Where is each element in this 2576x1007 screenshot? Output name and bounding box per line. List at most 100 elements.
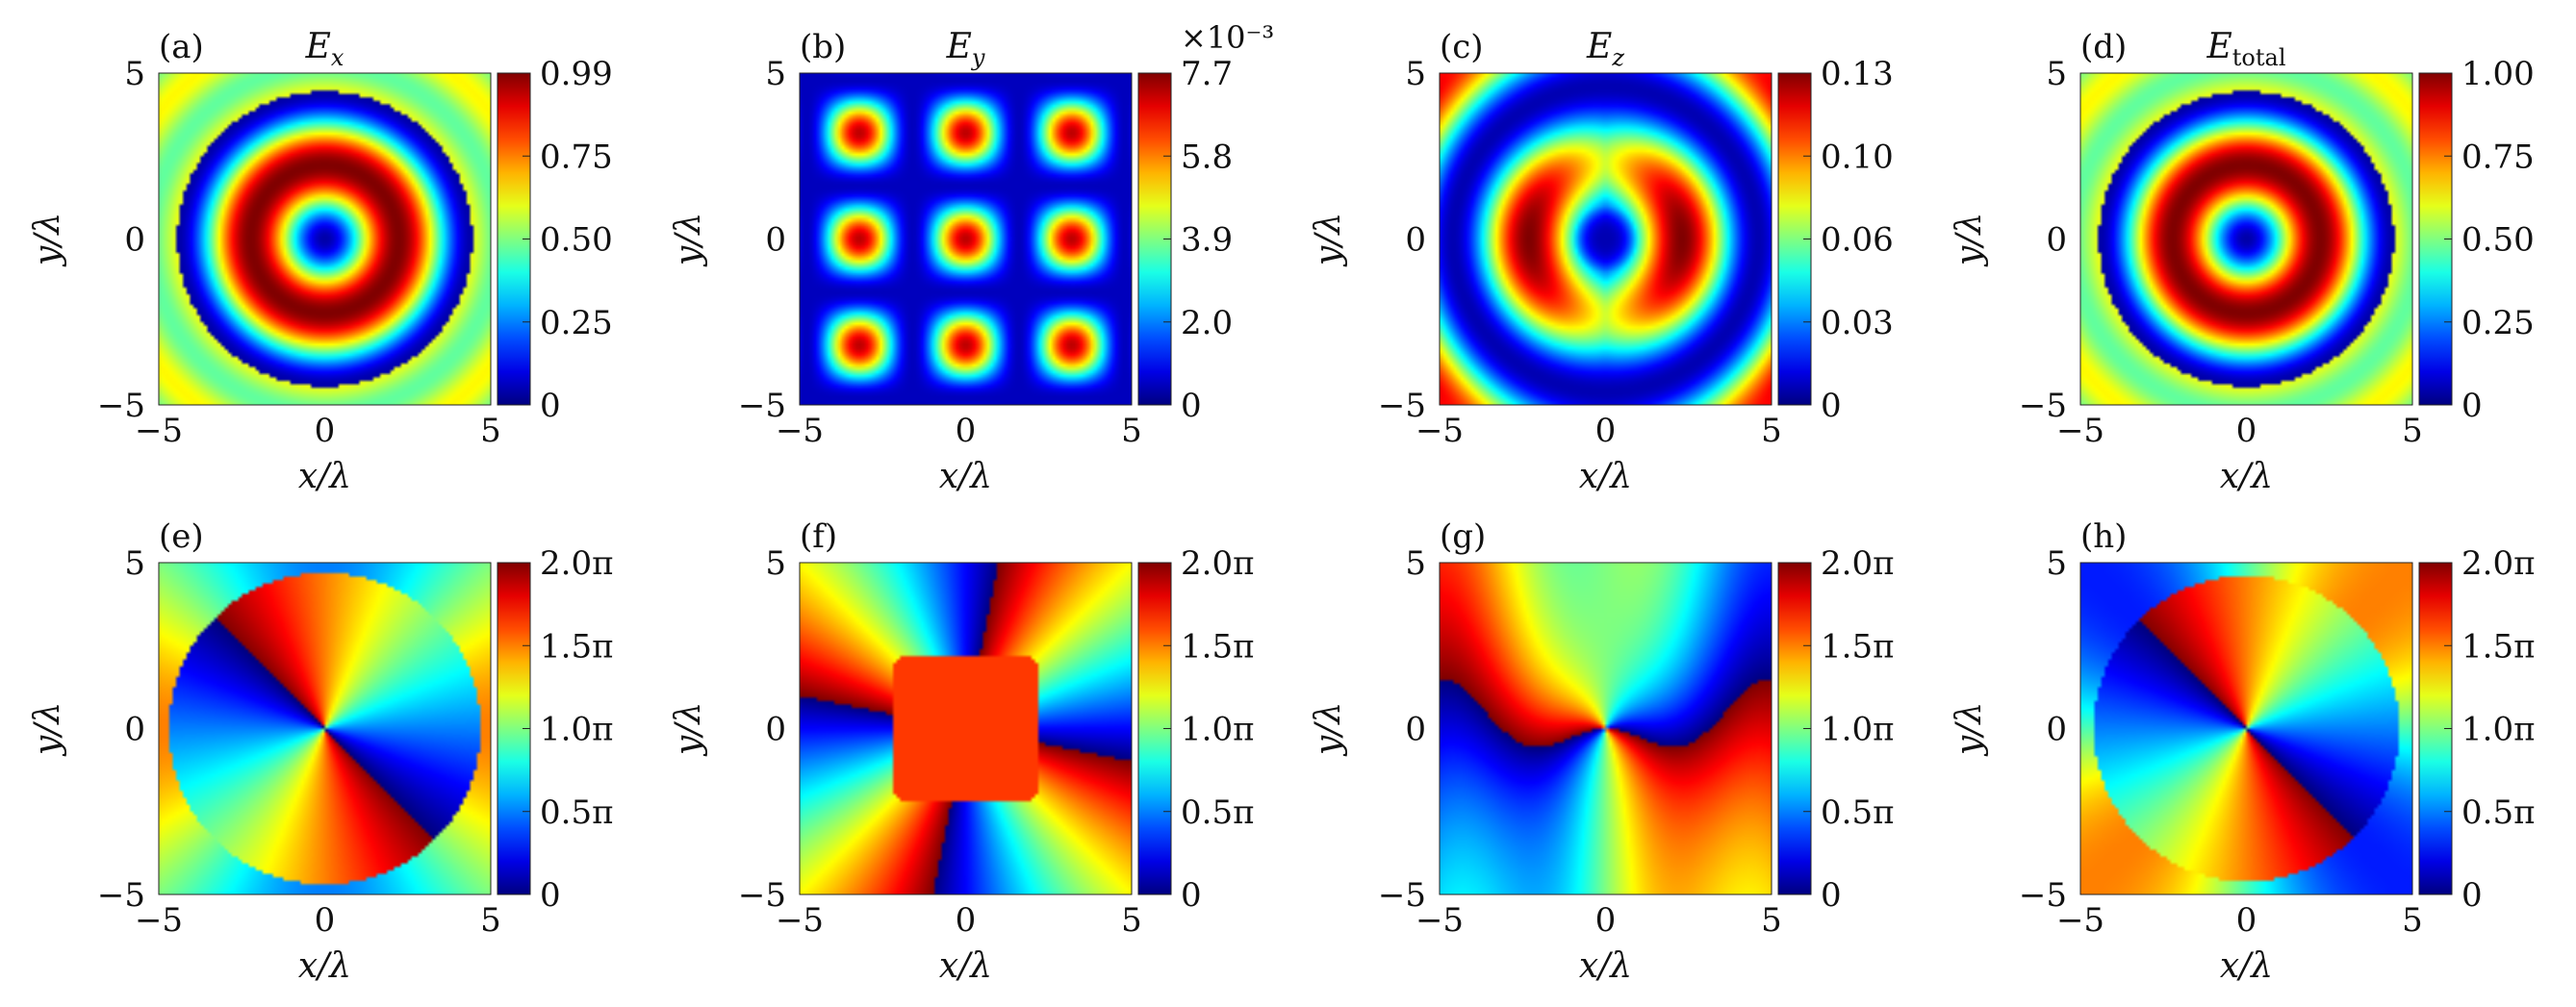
x-axis-label: x/λ — [2220, 457, 2273, 496]
x-tick-label: 0 — [956, 901, 977, 940]
x-tick-label: 0 — [2236, 901, 2257, 940]
colorbar-tick-label: 0.25 — [2461, 304, 2535, 342]
colorbar-tick-label: 0.10 — [1821, 138, 1894, 176]
y-axis-label: y/λ — [28, 213, 67, 267]
panel-a: (a) Ex−5 0 550−5x/λy/λ0.990.750.500.250 — [28, 27, 613, 496]
x-tick-label: 5 — [2402, 901, 2423, 940]
y-tick-label: 5 — [1405, 55, 1426, 93]
colorbar-tick-label: 0.5π — [540, 793, 613, 832]
x-tick-label: 0 — [956, 412, 977, 450]
colorbar-tick-label: 1.5π — [1181, 627, 1254, 666]
x-tick-label: 5 — [1761, 412, 1782, 450]
x-tick-label: 0 — [2236, 412, 2257, 450]
colorbar-tick-label: 0 — [1821, 387, 1842, 425]
x-tick-label: −5 — [1416, 412, 1464, 450]
y-tick-label: 5 — [1405, 544, 1426, 583]
x-tick-label: −5 — [2056, 901, 2104, 940]
colorbar-tick-label: 2.0 — [1181, 304, 1233, 342]
colorbar-tick-label: 0 — [2461, 387, 2483, 425]
y-axis-unit: /λ — [669, 702, 708, 739]
y-tick-label: −5 — [1378, 876, 1426, 915]
y-axis-unit: /λ — [1950, 213, 1989, 249]
panel-tag: (a) — [159, 28, 204, 66]
x-axis-unit: /λ — [2236, 457, 2273, 496]
y-tick-label: 0 — [2046, 711, 2067, 749]
panel-tag: (g) — [1440, 517, 1486, 556]
panel-tag: (b) — [800, 28, 846, 66]
panel-d: (d) Etotal−5 0 550−5x/λy/λ1.000.750.500.250 — [1950, 27, 2535, 496]
panel-title-subscript: total — [2232, 44, 2286, 71]
colorbar-tick-label: 0 — [2461, 876, 2483, 915]
panel-tag: (c) — [1440, 28, 1484, 66]
colorbar-tick-label: 1.5π — [1821, 627, 1894, 666]
panel-title-main: E — [305, 27, 331, 66]
axes-frame — [2079, 562, 2413, 895]
panel-b: (b) Ey−5 0 550−5x/λy/λ7.75.83.92.00×10⁻³ — [669, 19, 1274, 496]
y-tick-label: 5 — [2046, 55, 2067, 93]
y-axis-label: y/λ — [1950, 213, 1989, 267]
y-axis-variable: y — [28, 735, 67, 757]
x-tick-label: −5 — [1416, 901, 1464, 940]
colorbar-tick-label: 0 — [540, 387, 561, 425]
axes-frame — [158, 72, 492, 406]
heatmap-image — [159, 563, 491, 894]
panel-tag: (d) — [2080, 28, 2127, 66]
x-axis-variable: x — [298, 946, 318, 986]
y-axis-label: y/λ — [1309, 702, 1348, 757]
y-tick-label: 0 — [1405, 221, 1426, 260]
y-axis-unit: /λ — [1950, 702, 1989, 739]
y-tick-label: −5 — [1378, 387, 1426, 425]
colorbar-tick-label: 0 — [1181, 387, 1202, 425]
colorbar-tick-label: 0 — [540, 876, 561, 915]
colorbar-exponent: ×10⁻³ — [1181, 19, 1274, 56]
x-axis-unit: /λ — [956, 946, 992, 986]
y-tick-label: −5 — [2019, 876, 2067, 915]
colorbar-tick-label: 0.50 — [2461, 221, 2535, 260]
x-axis-variable: x — [1579, 457, 1598, 496]
colorbar-tick-label: 1.0π — [2461, 711, 2535, 749]
y-tick-label: 5 — [124, 544, 145, 583]
panel-title: Etotal — [2206, 27, 2285, 71]
panel-title-subscript: y — [971, 44, 985, 71]
y-tick-label: −5 — [738, 387, 786, 425]
y-tick-label: 0 — [765, 221, 786, 260]
heatmap-image — [2080, 73, 2412, 405]
panel-title: Ez — [1586, 27, 1624, 71]
panel-tag: (f) — [800, 517, 837, 556]
x-tick-label: 0 — [1595, 412, 1617, 450]
axes-frame — [2079, 72, 2413, 406]
panel-title-subscript: z — [1611, 44, 1624, 71]
y-axis-unit: /λ — [669, 213, 708, 249]
x-axis-variable: x — [1579, 946, 1598, 986]
y-tick-label: 5 — [765, 544, 786, 583]
y-tick-label: 0 — [765, 711, 786, 749]
axes-frame — [158, 562, 492, 895]
panel-title-main: E — [1586, 27, 1612, 66]
y-tick-label: 0 — [2046, 221, 2067, 260]
panel-h: (h)−5 0 550−5x/λy/λ2.0π1.5π1.0π0.5π0 — [1950, 517, 2535, 986]
y-tick-label: 0 — [1405, 711, 1426, 749]
y-tick-label: −5 — [738, 876, 786, 915]
colorbar-tick-label: 0.5π — [1181, 793, 1254, 832]
panel-e: (e)−5 0 550−5x/λy/λ2.0π1.5π1.0π0.5π0 — [28, 517, 613, 986]
y-axis-variable: y — [669, 735, 708, 757]
panel-tag: (e) — [159, 517, 204, 556]
y-axis-variable: y — [1950, 735, 1989, 757]
x-axis-variable: x — [298, 457, 318, 496]
x-tick-label: 5 — [480, 901, 501, 940]
colorbar-tick-label: 1.5π — [2461, 627, 2535, 666]
panel-f: (f)−5 0 550−5x/λy/λ2.0π1.5π1.0π0.5π0 — [669, 517, 1254, 986]
colorbar-tick-label: 0.06 — [1821, 221, 1894, 260]
x-tick-label: −5 — [776, 901, 824, 940]
x-tick-label: 0 — [315, 412, 336, 450]
y-axis-label: y/λ — [669, 702, 708, 757]
x-axis-unit: /λ — [315, 457, 351, 496]
y-axis-variable: y — [28, 245, 67, 267]
y-tick-label: −5 — [97, 387, 145, 425]
y-axis-unit: /λ — [28, 702, 67, 739]
y-tick-label: 5 — [124, 55, 145, 93]
colorbar-tick-label: 0.99 — [540, 55, 613, 93]
x-tick-label: 5 — [1121, 901, 1142, 940]
y-axis-label: y/λ — [1950, 702, 1989, 757]
y-axis-label: y/λ — [1309, 213, 1348, 267]
